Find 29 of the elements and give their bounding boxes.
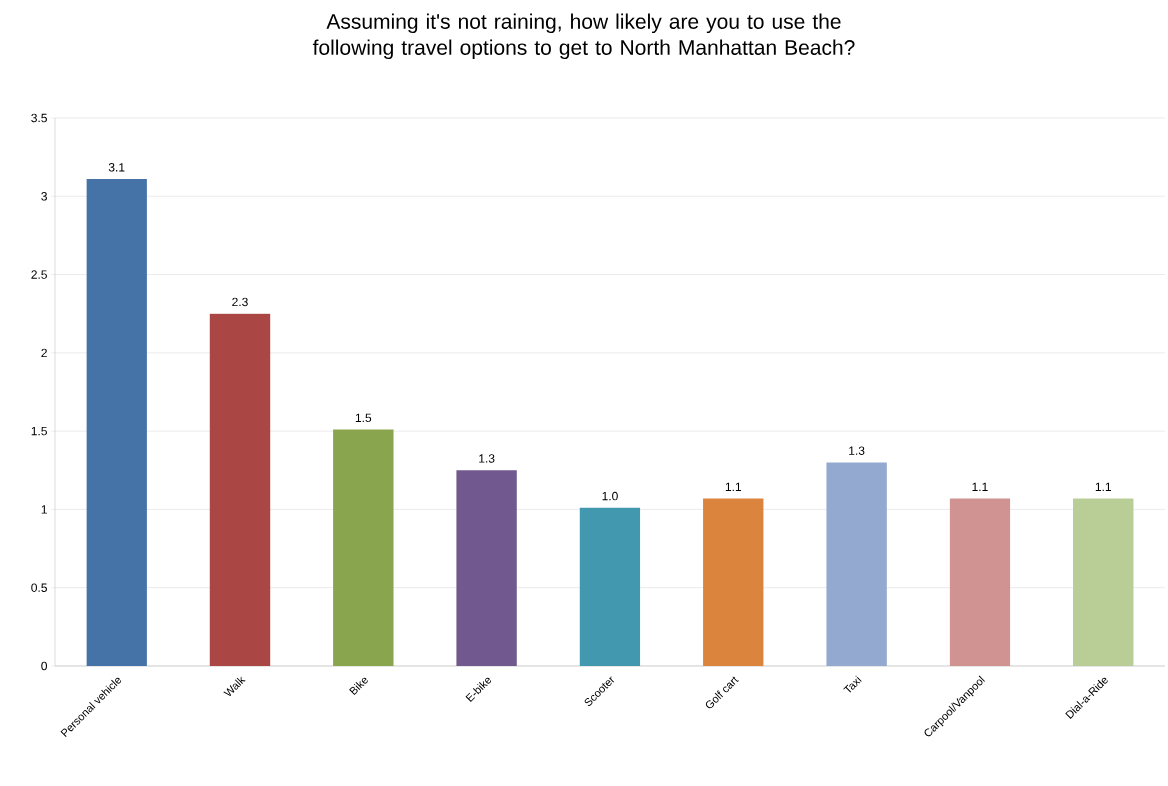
bar: [456, 470, 517, 666]
data-label: 2.3: [232, 297, 248, 307]
data-label: 1.5: [355, 413, 372, 423]
data-label: 1.1: [1095, 482, 1111, 491]
data-label: 1.1: [725, 482, 742, 491]
bar: [1073, 498, 1134, 666]
y-tick-label: 1.5: [31, 426, 47, 436]
data-label: 1.1: [972, 482, 988, 491]
y-tick-label: 0.5: [31, 583, 47, 592]
bar: [333, 429, 394, 666]
y-tick-label: 3: [41, 192, 47, 201]
bar: [209, 313, 271, 666]
data-label: 1.3: [849, 446, 865, 455]
y-tick-label: 2: [41, 348, 47, 358]
y-tick-label: 1: [41, 505, 47, 514]
data-label: 1.3: [479, 454, 495, 463]
y-tick-label: 3.5: [31, 113, 47, 123]
data-label: 1.0: [602, 491, 618, 501]
chart-title: Assuming it's not raining, how likely are you to use the following travel options to get to North Manhattan Beach?: [312, 13, 855, 60]
bar: [703, 498, 764, 666]
bar: [949, 498, 1011, 666]
data-label: 3.1: [108, 163, 125, 172]
bar: [826, 462, 887, 666]
y-tick-label: 0: [41, 661, 48, 671]
x-tick-label: Taxi: [843, 675, 862, 693]
bar: [86, 179, 147, 666]
bar: [579, 507, 641, 666]
y-tick-label: 2.5: [31, 270, 47, 279]
x-tick-label: Bike: [349, 677, 368, 696]
